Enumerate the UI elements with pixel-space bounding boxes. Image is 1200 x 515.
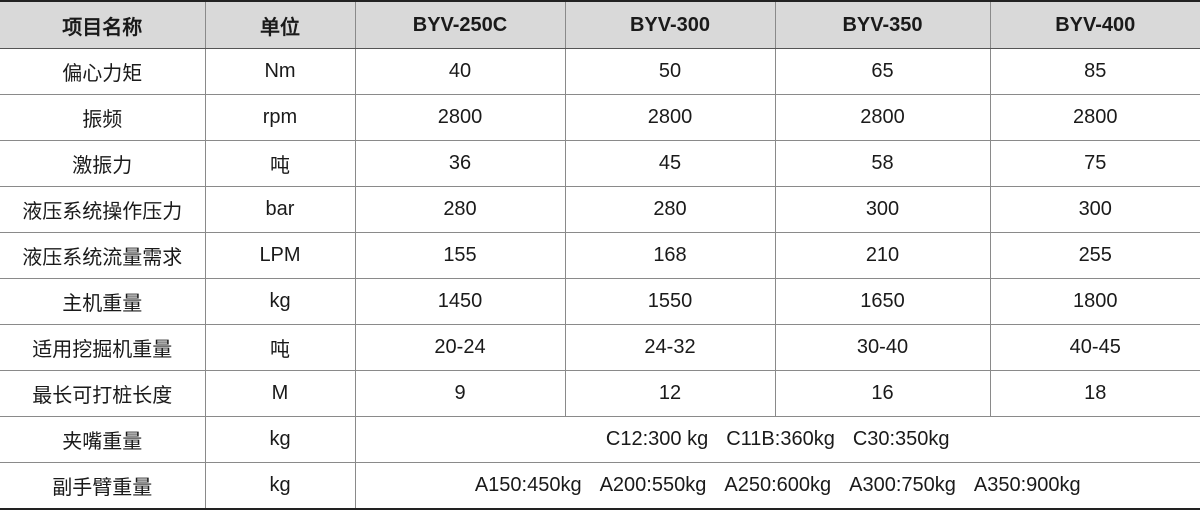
table-cell: bar [204,186,355,233]
table-row: 偏心力矩 Nm 40 50 65 85 [0,48,1200,95]
table-cell: 2800 [564,94,775,141]
header-cell: 单位 [204,0,355,49]
cell-item: A200:550kg [599,474,707,496]
cell-item: A250:600kg [724,474,832,496]
table-cell: 1450 [354,278,565,325]
cell-item: C30:350kg [852,428,950,450]
table-cell: 吨 [204,324,355,371]
header-cell: BYV-350 [774,0,990,49]
cell-item: A150:450kg [474,474,582,496]
table-row: 液压系统流量需求 LPM 155 168 210 255 [0,232,1200,279]
table-body: 偏心力矩 Nm 40 50 65 85 振频 rpm 2800 2800 2800 2800 激振力吨 3… [0,48,1200,510]
table-cell: rpm [204,94,355,141]
cell-item: C11B:360kg [726,428,835,450]
table-cell: 吨 [204,140,355,187]
table-cell: 1800 [989,278,1200,325]
header-cell: BYV-250C [354,0,565,49]
table-cell: 16 [774,370,990,417]
merged-cell: A150:450kg A200:550kg A250:600kg A300:750kg… [354,462,1200,510]
table-cell: 液压系统操作压力 [0,186,205,233]
table-cell: kg [204,462,355,510]
table-cell: 1550 [564,278,775,325]
table-row: 适用挖掘机重量吨 20-24 24-32 30-40 40-45 [0,324,1200,371]
table-row: 夹嘴重量 kg C12:300 kg C11B:360kg C30:350kg [0,416,1200,463]
table-cell: M [204,370,355,417]
table-cell: 255 [989,232,1200,279]
table-cell: 主机重量 [0,278,205,325]
cell-item: C12:300 kg [605,428,709,450]
cell-item: A300:750kg [849,474,956,496]
table-cell: 夹嘴重量 [0,416,205,463]
table-cell: 激振力 [0,140,205,187]
table-cell: 300 [989,186,1200,233]
table-cell: 2800 [774,94,990,141]
table-cell: 40 [354,48,565,95]
table-cell: 280 [354,186,565,233]
table-cell: 168 [564,232,775,279]
table-cell: LPM [204,232,355,279]
table-cell: 1650 [774,278,990,325]
table-cell: 18 [989,370,1200,417]
table-cell: kg [204,278,355,325]
table-cell: 85 [989,48,1200,95]
table-cell: 210 [774,232,990,279]
table-row: 主机重量 kg 1450 1550 1650 1800 [0,278,1200,325]
table-cell: 9 [354,370,565,417]
table-row: 副手臂重量 kg A150:450kg A200:550kg A250:600kg A30… [0,462,1200,510]
table-cell: 45 [564,140,775,187]
table-row: 激振力吨 36 45 58 75 [0,140,1200,187]
header-cell: 项目名称 [0,0,205,49]
table-cell: 50 [564,48,775,95]
header-row: 项目名称 单位 BYV-250C BYV-300 BYV-350 BYV-400 [0,0,1200,49]
table-cell: 2800 [989,94,1200,141]
table-cell: 300 [774,186,990,233]
header-cell: BYV-300 [564,0,775,49]
table-cell: 24-32 [564,324,775,371]
merged-cell: C12:300 kg C11B:360kg C30:350kg [354,416,1200,463]
table-cell: 40-45 [989,324,1200,371]
table-cell: 振频 [0,94,205,141]
table-cell: 65 [774,48,990,95]
table-cell: 155 [354,232,565,279]
table-cell: 58 [774,140,990,187]
cell-item: A350:900kg [973,474,1081,496]
table-cell: 36 [354,140,565,187]
table-cell: 12 [564,370,775,417]
table-cell: 副手臂重量 [0,462,205,510]
table-cell: 液压系统流量需求 [0,232,205,279]
table-cell: 适用挖掘机重量 [0,324,205,371]
header-cell: BYV-400 [989,0,1200,49]
table-cell: 最长可打桩长度 [0,370,205,417]
table-cell: kg [204,416,355,463]
table-cell: 30-40 [774,324,990,371]
table-cell: 75 [989,140,1200,187]
table-cell: Nm [204,48,355,95]
table-cell: 偏心力矩 [0,48,205,95]
table-header: 项目名称 单位 BYV-250C BYV-300 BYV-350 BYV-400 [0,0,1200,49]
table-cell: 280 [564,186,775,233]
table-cell: 2800 [354,94,565,141]
table-row: 最长可打桩长度 M 9 12 16 18 [0,370,1200,417]
table-row: 液压系统操作压力 bar 280 280 300 300 [0,186,1200,233]
table-cell: 20-24 [354,324,565,371]
table-row: 振频 rpm 2800 2800 2800 2800 [0,94,1200,141]
